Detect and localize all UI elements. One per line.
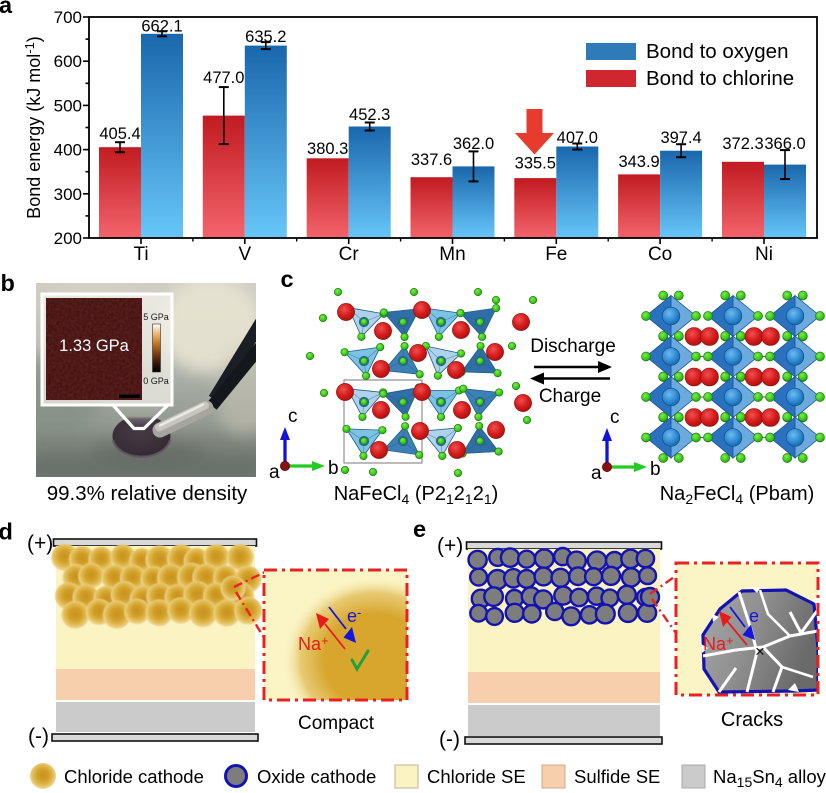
svg-text:×: ×	[755, 642, 765, 661]
svg-text:b: b	[328, 458, 339, 479]
svg-text:Bond energy (kJ mol-1): Bond energy (kJ mol-1)	[22, 36, 44, 219]
svg-text:1.33 GPa: 1.33 GPa	[59, 337, 130, 355]
svg-text:Sulfide SE: Sulfide SE	[574, 766, 660, 787]
svg-text:Chloride SE: Chloride SE	[427, 766, 526, 787]
svg-text:(+): (+)	[27, 532, 53, 555]
svg-text:Discharge: Discharge	[530, 336, 616, 357]
svg-text:Chloride cathode: Chloride cathode	[64, 766, 204, 787]
svg-text:400: 400	[54, 141, 82, 160]
svg-text:Oxide cathode: Oxide cathode	[257, 766, 376, 787]
svg-text:362.0: 362.0	[453, 135, 494, 153]
svg-text:380.3: 380.3	[307, 140, 348, 158]
svg-text:a: a	[591, 463, 602, 484]
svg-text:Na+: Na+	[703, 633, 734, 654]
svg-text:300: 300	[54, 185, 82, 204]
svg-text:335.5: 335.5	[515, 155, 556, 173]
svg-text:Co: Co	[648, 244, 672, 265]
svg-text:a: a	[0, 0, 13, 18]
svg-text:a: a	[269, 462, 280, 483]
svg-text:c: c	[610, 407, 620, 428]
svg-text:(-): (-)	[28, 725, 49, 748]
svg-text:Charge: Charge	[539, 386, 601, 407]
svg-text:Fe: Fe	[545, 244, 567, 265]
svg-text:500: 500	[54, 96, 82, 115]
svg-text:452.3: 452.3	[349, 106, 390, 124]
svg-text:Na+: Na+	[298, 633, 329, 654]
svg-text:700: 700	[54, 8, 82, 27]
svg-text:Mn: Mn	[439, 244, 465, 265]
svg-text:337.6: 337.6	[411, 151, 452, 169]
svg-text:5 GPa: 5 GPa	[143, 312, 169, 322]
svg-text:662.1: 662.1	[141, 18, 182, 36]
svg-text:b: b	[1, 270, 15, 296]
svg-text:Bond to oxygen: Bond to oxygen	[646, 40, 788, 63]
svg-text:Ni: Ni	[755, 244, 773, 265]
svg-text:200: 200	[54, 229, 82, 248]
svg-text:Na2FeCl4 (Pbam): Na2FeCl4 (Pbam)	[660, 483, 815, 507]
svg-text:c: c	[281, 266, 294, 292]
svg-text:477.0: 477.0	[203, 69, 244, 87]
svg-text:Bond to chlorine: Bond to chlorine	[646, 67, 794, 90]
svg-text:635.2: 635.2	[245, 28, 286, 46]
svg-text:Cr: Cr	[339, 244, 360, 265]
svg-text:NaFeCl4 (P212121): NaFeCl4 (P212121)	[334, 483, 499, 507]
svg-text:b: b	[650, 459, 661, 480]
svg-text:e: e	[749, 606, 759, 626]
svg-text:Ti: Ti	[133, 244, 148, 265]
svg-text:(-): (-)	[439, 728, 460, 751]
svg-text:405.4: 405.4	[99, 125, 140, 143]
svg-text:d: d	[0, 519, 13, 545]
svg-text:e: e	[413, 516, 426, 542]
svg-text:397.4: 397.4	[660, 129, 701, 147]
svg-text:343.9: 343.9	[618, 153, 659, 171]
svg-text:(+): (+)	[437, 535, 463, 558]
svg-text:0 GPa: 0 GPa	[143, 376, 169, 386]
svg-text:99.3% relative density: 99.3% relative density	[47, 482, 248, 505]
svg-text:c: c	[288, 406, 298, 427]
svg-text:Compact: Compact	[298, 713, 375, 734]
svg-text:Na15Sn4 alloy: Na15Sn4 alloy	[713, 766, 826, 790]
svg-text:600: 600	[54, 52, 82, 71]
svg-text:407.0: 407.0	[557, 129, 598, 147]
svg-text:V: V	[238, 244, 251, 265]
svg-text:366.0: 366.0	[764, 135, 805, 153]
svg-text:Cracks: Cracks	[721, 709, 783, 731]
svg-text:372.3: 372.3	[722, 135, 763, 153]
